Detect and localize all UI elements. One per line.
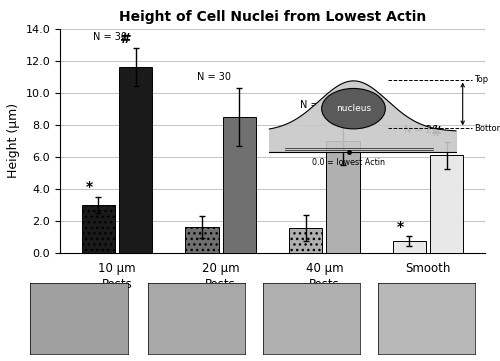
Text: N = 30: N = 30: [93, 32, 127, 42]
Text: #: #: [120, 32, 132, 46]
Text: Top: Top: [474, 75, 488, 84]
Title: Height of Cell Nuclei from Lowest Actin: Height of Cell Nuclei from Lowest Actin: [119, 9, 426, 23]
Text: N = 19: N = 19: [300, 100, 334, 110]
Text: Bottom: Bottom: [474, 124, 500, 133]
Bar: [186, 227, 218, 253]
Bar: [392, 241, 426, 253]
Text: N = 30: N = 30: [197, 71, 231, 82]
Text: 0.0 = lowest Actin: 0.0 = lowest Actin: [312, 158, 386, 168]
Bar: [82, 205, 115, 253]
Text: N = 26: N = 26: [404, 125, 438, 135]
Text: nucleus: nucleus: [336, 104, 371, 113]
Text: #: #: [432, 125, 443, 139]
Text: *: *: [86, 180, 92, 194]
Ellipse shape: [322, 88, 386, 129]
Bar: [326, 141, 360, 253]
Bar: [119, 67, 152, 253]
Y-axis label: Height (μm): Height (μm): [7, 103, 20, 178]
Text: *: *: [396, 219, 404, 234]
Bar: [430, 155, 463, 253]
Bar: [289, 228, 322, 253]
Bar: [222, 117, 256, 253]
